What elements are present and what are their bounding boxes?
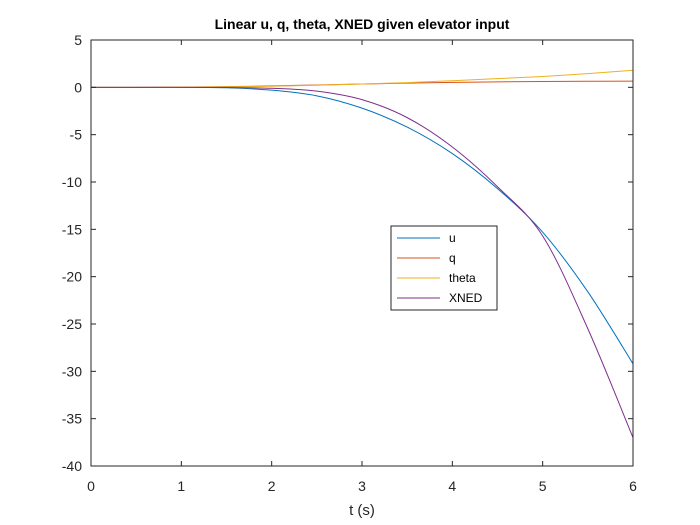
series-line-xned	[91, 86, 634, 438]
y-tick-label: 5	[74, 32, 82, 48]
x-tick-label: 3	[358, 478, 366, 494]
legend-label-u: u	[449, 231, 456, 245]
y-tick-label: -5	[70, 127, 83, 143]
y-tick-label: -10	[62, 174, 82, 190]
y-tick-label: -20	[62, 269, 82, 285]
legend-label-theta: theta	[449, 271, 476, 285]
x-tick-label: 5	[539, 478, 547, 494]
legend-label-xned: XNED	[449, 291, 483, 305]
y-tick-label: -15	[62, 221, 82, 237]
x-tick-label: 2	[268, 478, 276, 494]
x-tick-label: 6	[629, 478, 637, 494]
chart-title: Linear u, q, theta, XNED given elevator …	[215, 16, 510, 32]
x-tick-label: 1	[177, 478, 185, 494]
y-tick-label: 0	[74, 79, 82, 95]
legend: uq theta XNED	[390, 225, 498, 311]
y-tick-label: -35	[62, 411, 82, 427]
y-tick-label: -30	[62, 363, 82, 379]
legend-label-q: q	[449, 251, 456, 265]
x-axis-label: t (s)	[349, 502, 375, 519]
tick-layer: 0 1 2 3 4 5 6 5 0 -5 -10 -15 -20 -25 -30 -35 -40	[62, 32, 637, 494]
y-tick-label: -25	[62, 316, 82, 332]
series-layer	[90, 69, 634, 438]
legend-box	[390, 225, 498, 311]
plot-area	[91, 40, 633, 466]
x-tick-label: 4	[448, 478, 456, 494]
x-tick-label: 0	[87, 478, 95, 494]
y-tick-label: -40	[62, 458, 82, 474]
